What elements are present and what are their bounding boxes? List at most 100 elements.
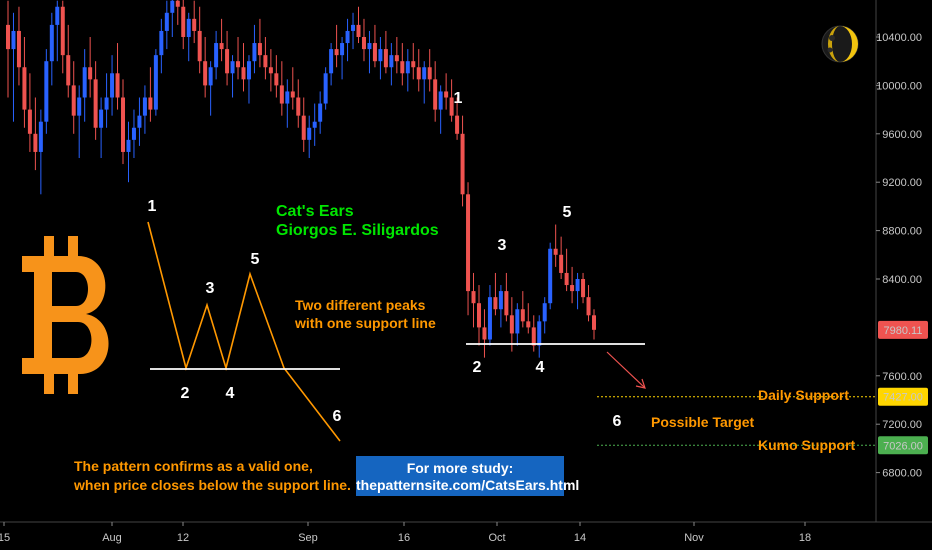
candle-body — [11, 30, 16, 50]
candle-body — [82, 67, 87, 98]
candle-body — [466, 194, 471, 292]
candle-body — [520, 309, 525, 322]
candle-body — [427, 67, 432, 80]
candle-body — [268, 67, 273, 74]
time-tick-label: 12 — [177, 532, 189, 544]
candle-body — [301, 115, 306, 140]
chart-point-label: 1 — [454, 90, 463, 107]
candle-body — [482, 327, 487, 340]
candle-body — [559, 254, 564, 273]
candle-body — [493, 297, 498, 310]
candle-body — [570, 285, 575, 292]
price-tick-label: 8400.00 — [882, 274, 922, 286]
candle-body — [372, 43, 377, 62]
candle-body — [575, 279, 580, 292]
peaks-note-line-2: with one support line — [294, 315, 436, 331]
candle-body — [586, 297, 591, 316]
candle-body — [455, 115, 460, 134]
confirm-note-line-2: when price closes below the support line… — [73, 477, 351, 493]
candle-body — [296, 97, 301, 116]
daily-support-label: Daily Support — [758, 387, 849, 403]
candle-body — [16, 30, 21, 68]
time-tick-label: 14 — [574, 532, 586, 544]
link-url[interactable]: thepatternsite.com/CatsEars.html — [356, 477, 580, 493]
schematic-point-label: 3 — [206, 280, 215, 297]
chart-point-label: 2 — [473, 359, 482, 376]
candle-body — [444, 91, 449, 98]
schematic-point-label: 5 — [251, 251, 260, 268]
candle-body — [400, 61, 405, 74]
bitcoin-logo-icon — [22, 236, 109, 394]
price-tick-label: 10000.00 — [876, 80, 922, 92]
candle-body — [433, 79, 438, 110]
candle-body — [340, 43, 345, 56]
link-line-1: For more study: — [406, 460, 514, 476]
price-tick-label: 8800.00 — [882, 226, 922, 238]
price-tick-label: 10400.00 — [876, 32, 922, 44]
candle-body — [230, 61, 235, 74]
study-link-box[interactable]: For more study: thepatternsite.com/CatsE… — [356, 456, 580, 496]
candle-body — [131, 127, 136, 140]
schematic-point-label: 1 — [148, 198, 157, 215]
candle-body — [487, 297, 492, 340]
candle-body — [471, 291, 476, 304]
price-tick-label: 9200.00 — [882, 177, 922, 189]
candle-body — [279, 85, 284, 104]
candle-body — [55, 6, 60, 25]
candlestick-series — [6, 0, 596, 358]
chart-point-label: 5 — [563, 204, 572, 221]
price-tick-label: 7200.00 — [882, 419, 922, 431]
target-arrow-line — [606, 351, 645, 388]
candle-body — [312, 121, 317, 128]
price-tick-label: 9600.00 — [882, 129, 922, 141]
schematic-point-label: 2 — [181, 385, 190, 402]
daily-support-badge: 7427.00 — [883, 392, 923, 404]
current-price-badge: 7980.11 — [884, 325, 923, 337]
time-tick-label: 18 — [799, 532, 811, 544]
candle-body — [110, 73, 115, 98]
schematic-pattern-line — [147, 221, 341, 442]
candle-body — [186, 18, 191, 37]
candle-body — [88, 67, 93, 80]
candle-body — [214, 43, 219, 68]
candle-body — [137, 115, 142, 128]
candle-body — [356, 24, 361, 37]
candle-body — [148, 97, 153, 110]
candle-body — [77, 97, 82, 116]
candle-body — [104, 97, 109, 110]
candle-body — [351, 24, 356, 31]
candle-body — [159, 30, 164, 56]
candle-body — [252, 43, 257, 62]
pattern-author: Giorgos E. Siligardos — [276, 222, 439, 239]
candle-body — [290, 91, 295, 98]
kumo-support-badge-bg — [878, 436, 928, 455]
candle-body — [44, 61, 49, 122]
pattern-overlays: 1 2 3 4 5 6 1 2 3 4 5 6 Cat's Ears Giorgos E. Siligar… — [73, 90, 876, 493]
candle-body — [460, 133, 465, 195]
peaks-note-line-1: Two different peaks — [295, 297, 426, 313]
candle-body — [345, 30, 350, 44]
candle-body — [99, 109, 104, 128]
candle-body — [6, 24, 10, 50]
candle-body — [142, 97, 147, 116]
candle-body — [93, 79, 98, 128]
candle-body — [60, 6, 65, 56]
price-axis: 10400.00 10000.00 9600.00 9200.00 8800.00 840… — [875, 0, 928, 522]
schematic-point-label: 6 — [333, 408, 342, 425]
candle-body — [170, 0, 175, 13]
candle-body — [153, 55, 158, 110]
kumo-support-label: Kumo Support — [758, 437, 856, 453]
candle-body — [526, 321, 531, 328]
daily-support-badge-bg — [878, 387, 928, 406]
candle-body — [537, 321, 542, 346]
candle-body — [449, 97, 454, 116]
candle-body — [33, 133, 38, 152]
price-tick-label: 6800.00 — [882, 468, 922, 480]
pattern-title: Cat's Ears — [276, 203, 354, 220]
target-arrow-head — [635, 378, 646, 389]
price-tick-label: 7600.00 — [882, 371, 922, 383]
candle-body — [49, 24, 54, 62]
candle-body — [531, 327, 536, 346]
candle-body — [197, 30, 202, 62]
